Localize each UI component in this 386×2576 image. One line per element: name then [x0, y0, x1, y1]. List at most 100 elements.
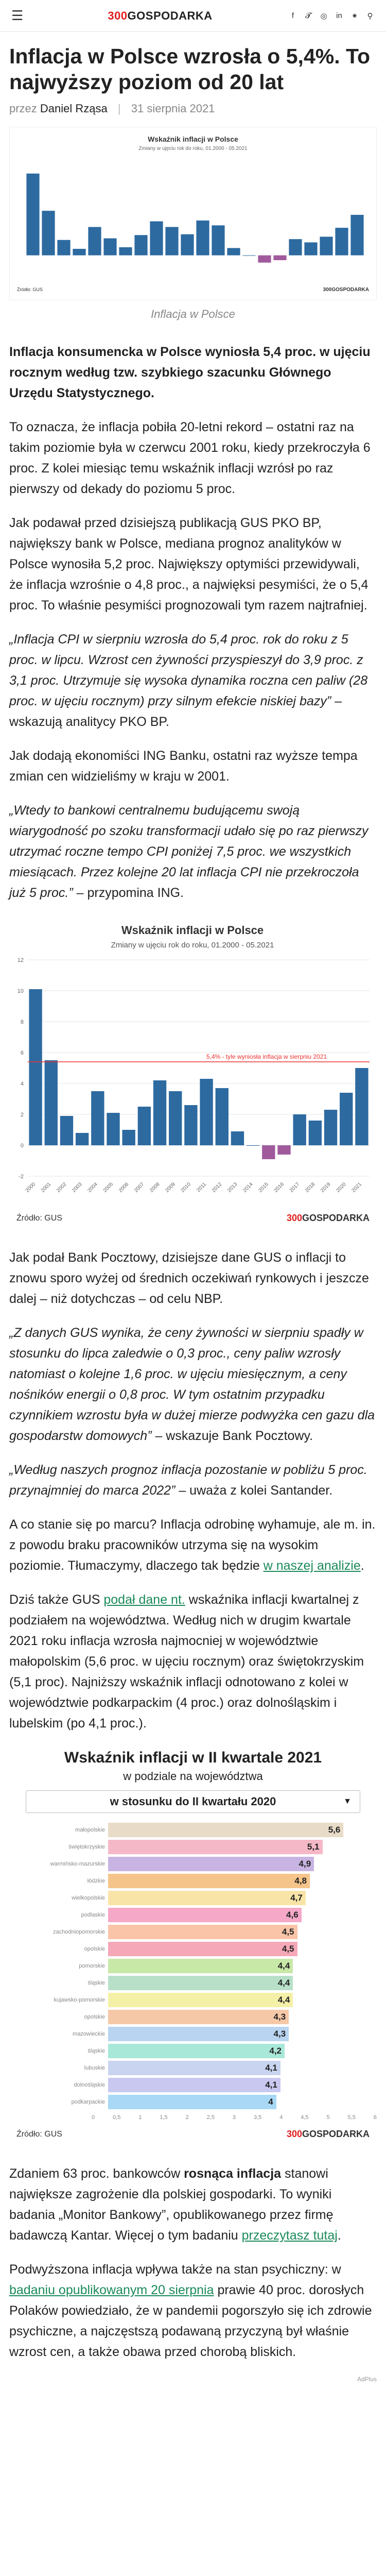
inflation-bar [44, 1060, 58, 1145]
y-tick-label: 0 [21, 1143, 24, 1149]
x-tick-label: 2008 [149, 1181, 161, 1194]
inflation-bar [340, 1093, 353, 1145]
linkedin-icon[interactable]: in [336, 11, 342, 20]
quote-pko: „Inflacja CPI w sierpniu wzrosła do 5,4 … [9, 632, 368, 729]
hero-image: Wskaźnik inflacji w Polsce Zmiany w ujęc… [9, 127, 377, 300]
inflation-bar [200, 1079, 213, 1145]
region-bar-row: pomorskie 4,4 [26, 1957, 360, 1974]
region-x-tick: 2 [185, 2114, 189, 2121]
region-label: świętokrzyskie [68, 1843, 105, 1850]
region-bar-row: śląskie 4,2 [26, 2042, 360, 2059]
x-tick-label: 2001 [40, 1181, 52, 1194]
facebook-icon[interactable]: f [291, 11, 294, 20]
region-chart-source: Źródło: GUS [16, 2129, 62, 2139]
region-x-tick: 5,5 [347, 2114, 356, 2121]
paragraph-4: Jak podał Bank Pocztowy, dzisiejsze dane… [9, 1250, 369, 1306]
region-bar-row: kujawsko-pomorskie 4,4 [26, 1991, 360, 2008]
inflation-bar [181, 234, 194, 256]
x-tick-label: 2006 [118, 1181, 130, 1194]
inflation-bar [42, 211, 55, 256]
inflation-bar [169, 1091, 182, 1145]
region-chart-title: Wskaźnik inflacji w II kwartale 2021 [64, 1749, 322, 1766]
article-title: Inflacja w Polsce wzrosła o 5,4%. To naj… [9, 44, 371, 94]
inflation-bar [227, 248, 240, 256]
inflation-bar [304, 242, 318, 256]
inflation-bar [103, 238, 117, 256]
region-bar: 4,7 [108, 1890, 306, 1905]
inflation-bar [258, 255, 271, 263]
rss-icon[interactable]: ⁕ [351, 11, 358, 21]
period-select[interactable]: w stosunku do II kwartału 2020 ▼ [26, 1790, 360, 1813]
region-label: śląskie [87, 2047, 105, 2054]
region-bar: 4,2 [108, 2043, 285, 2058]
region-bar-row: śląskie 4,4 [26, 1974, 360, 1991]
inflation-bar [293, 1114, 306, 1145]
region-bar: 4,4 [108, 1975, 293, 1990]
inflation-bar [107, 1113, 120, 1145]
region-label: pomorskie [79, 1962, 105, 1969]
region-bar: 4,3 [108, 2026, 289, 2041]
x-tick-label: 2017 [289, 1181, 301, 1194]
paragraph-1: To oznacza, że inflacja pobiła 20-letni … [9, 420, 371, 496]
region-bar: 4,8 [108, 1873, 310, 1888]
inflation-bar [137, 1107, 151, 1145]
inflation-bar [91, 1091, 104, 1145]
region-label: śląskie [87, 1979, 105, 1986]
instagram-icon[interactable]: ◎ [320, 11, 327, 21]
paragraph-2: Jak podawał przed dzisiejszą publikacją … [9, 516, 369, 613]
inflation-bar [335, 228, 348, 256]
region-bar: 4,5 [108, 1924, 297, 1939]
y-tick-label: 8 [21, 1019, 24, 1025]
region-x-tick: 4,5 [301, 2114, 309, 2121]
quote-santander: „Według naszych prognoz inflacja pozosta… [9, 1463, 367, 1498]
chevron-down-icon: ▼ [343, 1797, 352, 1806]
region-x-tick: 0,5 [113, 2114, 121, 2121]
inflation-bar [75, 1133, 89, 1145]
inflation-bar [153, 1080, 167, 1145]
inflation-chart-subtitle: Zmiany w ujęciu rok do roku, 01.2000 - 0… [111, 941, 274, 950]
article-lead: Inflacja konsumencka w Polsce wyniosła 5… [9, 345, 371, 400]
region-x-tick: 0 [92, 2114, 95, 2121]
analysis-link[interactable]: w naszej analizie [263, 1558, 361, 1573]
inflation-bar [60, 1116, 74, 1145]
search-icon[interactable]: ⚲ [367, 11, 373, 21]
paragraph-3: Jak dodają ekonomiści ING Banku, ostatni… [9, 749, 358, 784]
region-bar: 4,1 [108, 2077, 280, 2092]
region-label: kujawsko-pomorskie [54, 1996, 105, 2003]
author-link[interactable]: Daniel Rząsa [40, 102, 108, 115]
inflation-chart-footer: Źródło: GUS 300GOSPODARKA [9, 1210, 377, 1227]
paragraph-8: Podwyższona inflacja wpływa także na sta… [9, 2262, 372, 2359]
study-link[interactable]: badaniu opublikowanym 20 sierpnia [9, 2283, 214, 2297]
inflation-chart-title: Wskaźnik inflacji w Polsce [121, 924, 264, 937]
site-logo[interactable]: 300GOSPODARKA [108, 9, 213, 22]
inflation-bar [350, 215, 364, 256]
x-tick-label: 2010 [180, 1181, 192, 1194]
survey-link[interactable]: przeczytasz tutaj [241, 2228, 338, 2243]
inflation-bar [246, 1145, 260, 1146]
x-tick-label: 2020 [335, 1181, 347, 1194]
region-label: opolskie [84, 2013, 105, 2020]
quote-bank-pocztowy: „Z danych GUS wynika, że ceny żywności w… [9, 1326, 375, 1443]
hamburger-menu-icon[interactable]: ☰ [11, 8, 24, 23]
region-label: małopolskie [75, 1826, 105, 1833]
gus-data-link[interactable]: podał dane nt. [103, 1592, 185, 1607]
region-bar-row: podlaskie 4,6 [26, 1906, 360, 1923]
region-x-tick: 5 [326, 2114, 330, 2121]
inflation-bar [212, 225, 225, 256]
chart-logo: 300GOSPODARKA [286, 1213, 370, 1223]
paragraph-5: A co stanie się po marcu? Inflacja odrob… [9, 1517, 376, 1573]
inflation-bar [134, 235, 148, 256]
x-tick-label: 2014 [242, 1181, 254, 1194]
x-tick-label: 2011 [196, 1181, 207, 1193]
region-bar-row: zachodniopomorskie 4,5 [26, 1923, 360, 1940]
twitter-icon[interactable]: 𝓣 [305, 11, 311, 20]
region-bar-row: świętokrzyskie 5,1 [26, 1838, 360, 1855]
x-tick-label: 2005 [102, 1181, 115, 1194]
inflation-bar [57, 240, 71, 256]
ad-badge[interactable]: AdPlus [357, 2376, 377, 2383]
inflation-bar [231, 1131, 244, 1145]
x-tick-label: 2012 [211, 1181, 223, 1194]
region-x-tick: 2,5 [206, 2114, 215, 2121]
region-x-tick: 3 [232, 2114, 236, 2121]
region-label: dolnośląskie [74, 2081, 105, 2088]
